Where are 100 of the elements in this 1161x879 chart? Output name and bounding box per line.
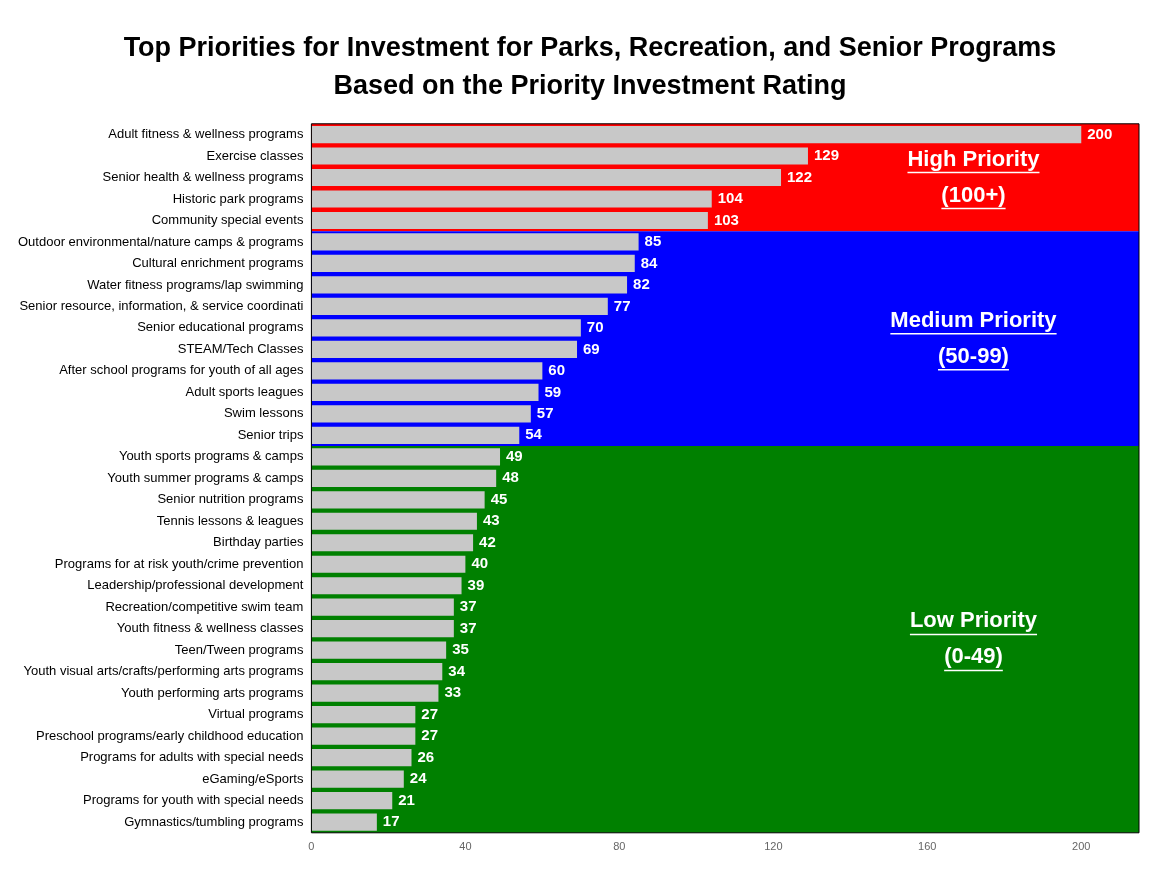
y-tick-label: Programs for adults with special needs	[80, 749, 304, 765]
data-label: 70	[586, 318, 604, 336]
bar	[311, 706, 416, 724]
y-tick-label: Adult sports leagues	[185, 383, 304, 399]
data-label: 26	[417, 747, 435, 765]
y-tick-label: Programs for youth with special needs	[83, 792, 304, 808]
data-label: 54	[525, 425, 543, 443]
data-label: 37	[459, 597, 477, 615]
data-label: 57	[536, 403, 554, 421]
bar	[311, 297, 608, 316]
x-tick-label: 40	[459, 840, 472, 853]
bar	[311, 813, 377, 831]
data-label: 103	[713, 210, 739, 228]
data-label: 59	[544, 382, 562, 400]
bar	[311, 770, 404, 788]
bar	[311, 598, 454, 616]
y-tick-label: Outdoor environmental/nature camps & programs	[17, 233, 304, 249]
data-label: 43	[482, 511, 500, 529]
y-tick-label: Preschool programs/early childhood education	[36, 727, 304, 743]
y-tick-label: Youth visual arts/crafts/performing arts programs	[23, 663, 304, 679]
data-label: 17	[382, 812, 400, 830]
data-label: 33	[444, 683, 462, 701]
bar	[311, 362, 543, 380]
data-label: 129	[813, 146, 839, 164]
data-label: 37	[459, 618, 477, 636]
bar	[311, 383, 539, 401]
bar	[311, 426, 520, 444]
data-label: 27	[421, 704, 439, 722]
y-tick-label: Senior educational programs	[137, 319, 304, 335]
y-tick-label: Youth performing arts programs	[121, 684, 304, 700]
bar	[311, 577, 462, 595]
data-label: 45	[490, 489, 508, 507]
data-label: 104	[717, 189, 744, 207]
y-tick-label: Senior resource, information, & service coordinati	[19, 298, 304, 313]
bar	[311, 340, 578, 358]
bar	[311, 448, 501, 466]
bar	[311, 534, 474, 552]
y-tick-label: Tennis lessons & leagues	[156, 512, 304, 528]
bar	[311, 190, 712, 208]
bar	[311, 276, 628, 294]
y-tick-label: After school programs for youth of all ages	[59, 362, 304, 378]
bar	[311, 512, 477, 530]
y-tick-label: Youth summer programs & camps	[107, 469, 304, 485]
y-tick-label: Birthday parties	[213, 534, 304, 550]
y-tick-label: Cultural enrichment programs	[132, 255, 304, 271]
data-label: 85	[644, 232, 662, 250]
y-tick-label: Historic park programs	[172, 190, 304, 206]
bar	[311, 663, 443, 681]
x-tick-label: 200	[1072, 840, 1091, 853]
y-tick-label: Youth sports programs & camps	[118, 448, 304, 464]
data-label: 34	[448, 661, 466, 679]
data-label: 122	[787, 167, 813, 185]
bar	[311, 620, 454, 638]
bar	[311, 491, 485, 509]
data-label: 42	[479, 532, 496, 550]
bar	[311, 555, 466, 573]
bar	[311, 684, 439, 702]
bar	[311, 254, 635, 273]
y-tick-label: Water fitness programs/lap swimming	[87, 276, 304, 292]
x-tick-label: 0	[308, 840, 315, 853]
y-tick-label: Recreation/competitive swim team	[105, 598, 304, 614]
bar	[311, 405, 531, 423]
x-tick-label: 160	[918, 840, 937, 853]
y-tick-label: Gymnastics/tumbling programs	[124, 813, 304, 829]
data-label: 49	[506, 446, 523, 464]
data-label: 77	[613, 296, 631, 314]
data-label: 27	[421, 726, 439, 744]
y-tick-label: Adult fitness & wellness programs	[108, 126, 304, 142]
band-label: Low Priority (0-49)	[909, 607, 1038, 669]
data-label: 24	[409, 769, 428, 787]
y-tick-label: Senior trips	[237, 426, 304, 442]
x-tick-label: 80	[613, 840, 626, 853]
chart-title: Top Priorities for Investment for Parks, Recreation, and Senior Programs Based on the Priority Investment Rating	[122, 31, 1058, 102]
bar	[311, 641, 447, 659]
y-tick-label: Senior health & wellness programs	[102, 169, 304, 185]
y-tick-label: Youth fitness & wellness classes	[116, 620, 304, 636]
bar	[311, 125, 1082, 144]
data-label: 39	[467, 575, 485, 593]
y-tick-label: STEAM/Tech Classes	[177, 340, 304, 356]
data-label: 21	[398, 790, 415, 808]
y-tick-label: Senior nutrition programs	[157, 491, 304, 507]
data-label: 200	[1087, 124, 1113, 142]
band-label: High Priority (100+)	[907, 145, 1041, 207]
bar	[311, 469, 497, 487]
bar	[311, 233, 639, 251]
data-label: 82	[633, 275, 650, 293]
y-tick-label: Swim lessons	[223, 405, 304, 421]
data-label: 35	[452, 640, 469, 658]
y-tick-label: Programs for at risk youth/crime prevention	[54, 555, 304, 571]
y-tick-label: eGaming/eSports	[202, 770, 304, 786]
data-label: 40	[471, 554, 489, 572]
data-label: 69	[583, 339, 600, 357]
data-label: 84	[640, 253, 659, 271]
y-tick-label: Leadership/professional development	[87, 577, 304, 593]
data-label: 60	[548, 361, 566, 379]
y-tick-label: Community special events	[151, 212, 304, 228]
y-tick-label: Exercise classes	[206, 147, 304, 163]
bar	[311, 791, 393, 810]
band-label: Medium Priority (50-99)	[890, 306, 1058, 368]
bar	[311, 147, 808, 165]
